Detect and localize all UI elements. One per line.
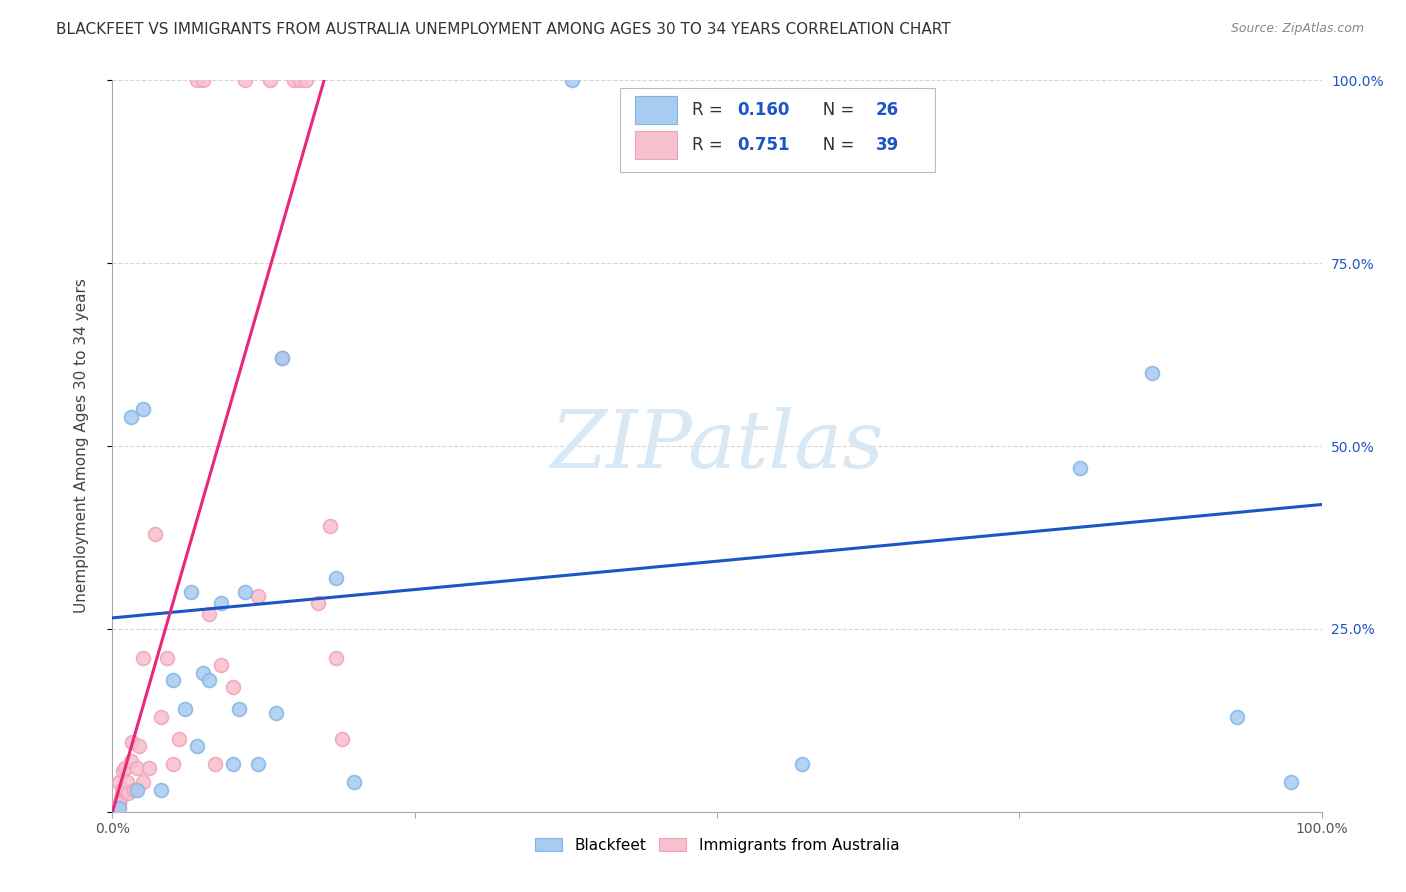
Text: ZIPatlas: ZIPatlas xyxy=(550,408,884,484)
Point xyxy=(246,589,269,603)
Point xyxy=(222,757,245,772)
Point xyxy=(264,706,287,720)
Point xyxy=(122,782,145,797)
Point xyxy=(790,757,813,772)
Y-axis label: Unemployment Among Ages 30 to 34 years: Unemployment Among Ages 30 to 34 years xyxy=(75,278,89,614)
Point xyxy=(107,797,129,812)
Text: R =: R = xyxy=(692,136,728,153)
Text: R =: R = xyxy=(692,102,728,120)
Point xyxy=(112,764,135,779)
Text: 26: 26 xyxy=(876,102,898,120)
FancyBboxPatch shape xyxy=(636,96,678,124)
Point xyxy=(209,596,232,610)
Point xyxy=(149,782,172,797)
Point xyxy=(115,775,138,789)
Point xyxy=(107,801,129,815)
Point xyxy=(156,651,179,665)
Point xyxy=(111,782,134,797)
Point xyxy=(167,731,190,746)
Point xyxy=(186,739,208,753)
Point xyxy=(283,73,305,87)
Point xyxy=(325,571,347,585)
Point xyxy=(204,757,226,772)
Point xyxy=(235,585,257,599)
Point xyxy=(120,754,142,768)
Point xyxy=(561,73,583,87)
Point xyxy=(149,709,172,723)
Point xyxy=(1142,366,1164,380)
Point xyxy=(246,757,269,772)
Text: 39: 39 xyxy=(876,136,898,153)
Point xyxy=(186,73,208,87)
Point xyxy=(107,775,129,789)
Point xyxy=(114,761,136,775)
Point xyxy=(1226,709,1249,723)
Point xyxy=(1279,775,1302,789)
FancyBboxPatch shape xyxy=(636,131,678,159)
Text: 0.751: 0.751 xyxy=(738,136,790,153)
Text: BLACKFEET VS IMMIGRANTS FROM AUSTRALIA UNEMPLOYMENT AMONG AGES 30 TO 34 YEARS CO: BLACKFEET VS IMMIGRANTS FROM AUSTRALIA U… xyxy=(56,22,950,37)
Point xyxy=(117,787,139,801)
Point xyxy=(120,409,142,424)
Point xyxy=(125,761,148,775)
Point xyxy=(1069,461,1091,475)
Point xyxy=(121,735,143,749)
Point xyxy=(162,757,184,772)
Point xyxy=(295,73,318,87)
Point xyxy=(259,73,281,87)
Point xyxy=(325,651,347,665)
Text: 0.160: 0.160 xyxy=(738,102,790,120)
Point xyxy=(132,775,155,789)
Point xyxy=(209,658,232,673)
Point xyxy=(228,702,250,716)
Text: N =: N = xyxy=(807,102,859,120)
Point xyxy=(270,351,292,366)
Point xyxy=(198,607,221,622)
Text: Source: ZipAtlas.com: Source: ZipAtlas.com xyxy=(1230,22,1364,36)
Point xyxy=(343,775,366,789)
Point xyxy=(132,402,155,417)
Point xyxy=(174,702,197,716)
Point xyxy=(128,739,150,753)
Point xyxy=(235,73,257,87)
Point xyxy=(288,73,311,87)
Point xyxy=(191,665,214,680)
Text: N =: N = xyxy=(807,136,859,153)
Point xyxy=(270,351,292,366)
Point xyxy=(138,761,160,775)
Point xyxy=(143,526,166,541)
Point xyxy=(198,673,221,687)
Point xyxy=(180,585,202,599)
Point xyxy=(191,73,214,87)
Point xyxy=(319,519,342,533)
FancyBboxPatch shape xyxy=(620,87,935,171)
Point xyxy=(330,731,353,746)
Point xyxy=(162,673,184,687)
Legend: Blackfeet, Immigrants from Australia: Blackfeet, Immigrants from Australia xyxy=(529,831,905,859)
Point xyxy=(222,681,245,695)
Point xyxy=(125,782,148,797)
Point xyxy=(132,651,155,665)
Point xyxy=(114,782,136,797)
Point xyxy=(110,790,132,805)
Point xyxy=(307,596,329,610)
